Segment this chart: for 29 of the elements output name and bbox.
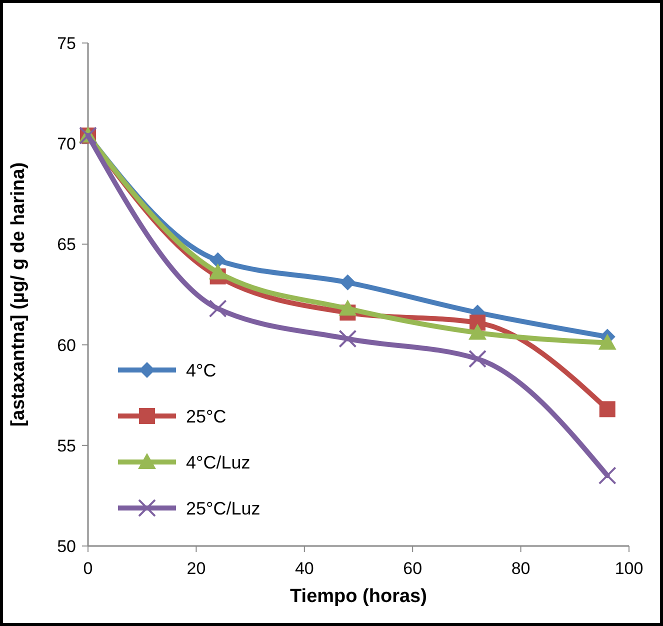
point: [208, 263, 227, 280]
point: [468, 350, 487, 368]
x-tick-label: 20: [186, 559, 206, 578]
point: [598, 466, 616, 485]
legend-label: 4°C: [186, 360, 216, 380]
point: [338, 300, 357, 316]
y-tick-label: 75: [57, 34, 76, 53]
legend-label: 25°C: [186, 406, 226, 426]
x-tick-label: 40: [294, 559, 314, 578]
legend-label: 4°C/Luz: [186, 452, 250, 472]
point: [210, 252, 226, 268]
y-tick-label: 70: [57, 134, 76, 154]
x-tick-label: 80: [511, 559, 530, 578]
point: [208, 300, 227, 318]
y-axis-title: [astaxantna] (µg/ g de harina): [8, 162, 29, 427]
point: [599, 401, 616, 418]
point: [598, 334, 616, 350]
point: [468, 324, 487, 340]
x-tick-label: 0: [83, 559, 93, 578]
point: [340, 274, 356, 290]
y-tick-label: 65: [57, 235, 76, 254]
point: [338, 330, 357, 348]
y-tick-label: 50: [57, 536, 76, 556]
x-tick-label: 60: [403, 559, 422, 578]
y-tick-label: 60: [57, 336, 76, 355]
y-tick-label: 55: [57, 436, 76, 456]
x-tick-label: 100: [614, 559, 644, 578]
legend-label: 25°C/Luz: [186, 498, 260, 518]
x-axis-title: Tiempo (horas): [290, 586, 427, 607]
